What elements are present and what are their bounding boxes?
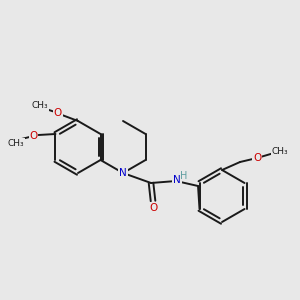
Text: N: N: [173, 175, 181, 185]
Text: O: O: [29, 131, 38, 141]
Text: CH₃: CH₃: [7, 139, 24, 148]
Text: N: N: [119, 168, 127, 178]
Text: CH₃: CH₃: [32, 101, 48, 110]
Text: CH₃: CH₃: [272, 146, 288, 155]
Text: O: O: [253, 153, 261, 163]
Text: O: O: [149, 203, 157, 213]
Text: O: O: [54, 108, 62, 118]
Text: H: H: [180, 171, 188, 181]
